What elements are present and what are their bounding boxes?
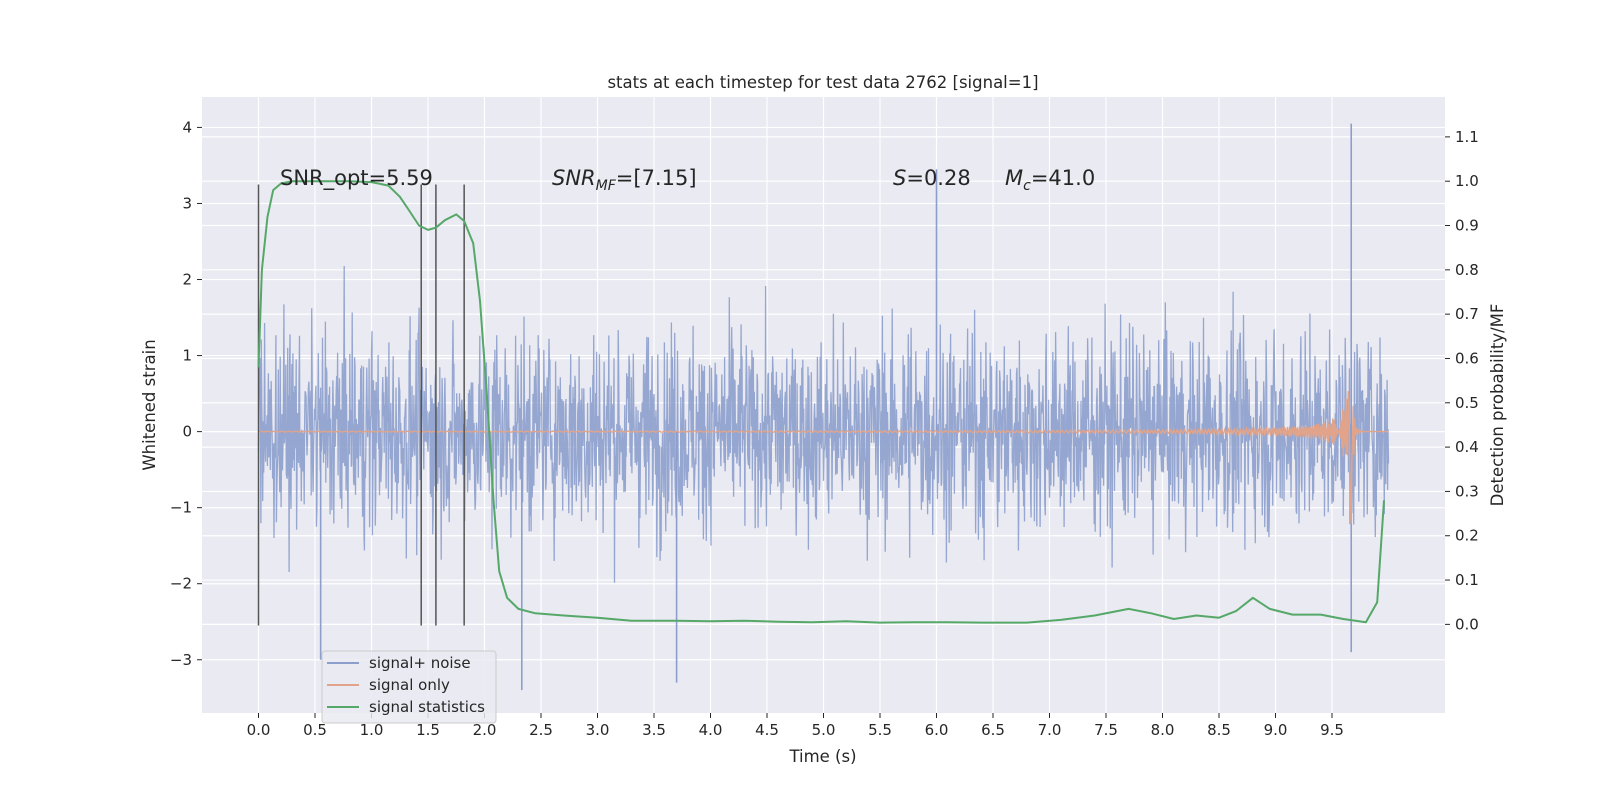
- x-tick-label: 3.0: [586, 721, 610, 739]
- legend: signal+ noise signal only signal statist…: [321, 650, 497, 724]
- x-tick-label: 8.0: [1151, 721, 1175, 739]
- x-tick-label: 7.0: [1038, 721, 1062, 739]
- y-right-tick-label: 0.3: [1455, 482, 1479, 500]
- legend-label-noise: signal+ noise: [369, 654, 471, 672]
- y-right-tick-label: 1.0: [1455, 172, 1479, 190]
- x-tick-label: 4.5: [755, 721, 779, 739]
- x-tick-label: 8.5: [1207, 721, 1231, 739]
- signal-only-series: [258, 391, 1389, 524]
- x-tick-label: 9.0: [1264, 721, 1288, 739]
- x-tick-label: 3.5: [642, 721, 666, 739]
- y-right-tick-label: 0.2: [1455, 527, 1479, 545]
- legend-box: [321, 650, 497, 724]
- x-tick-label: 7.5: [1094, 721, 1118, 739]
- x-tick-label: 5.0: [812, 721, 836, 739]
- annotation-snr-opt: SNR_opt=5.59: [280, 166, 433, 191]
- annotation-mc: Mc=41.0: [1005, 166, 1095, 194]
- annotation-snr-mf: SNRMF=[7.15]: [552, 166, 697, 194]
- x-tick-label: 4.0: [699, 721, 723, 739]
- annotation-s-value: =0.28: [906, 166, 970, 190]
- x-tick-label: 1.0: [360, 721, 384, 739]
- annotation-mc-value: =41.0: [1031, 166, 1095, 190]
- y-tick-label: 4: [182, 118, 192, 136]
- y-axis-label: Whitened strain: [140, 339, 159, 470]
- x-axis-label: Time (s): [788, 747, 856, 766]
- x-tick-label: 6.5: [981, 721, 1005, 739]
- signal-noise-series: [257, 123, 1390, 691]
- x-tick-label: 2.0: [473, 721, 497, 739]
- annotation-mc-main: M: [1005, 166, 1023, 190]
- y-right-tick-label: 0.4: [1455, 438, 1479, 456]
- x-tick-label: 9.5: [1320, 721, 1344, 739]
- annotation-s: S=0.28: [893, 166, 971, 190]
- y-right-tick-label: 0.7: [1455, 305, 1479, 323]
- signal-only-line: [258, 391, 1389, 524]
- y-right-tick-label: 0.0: [1455, 615, 1479, 633]
- y-right-tick-label: 0.5: [1455, 394, 1479, 412]
- legend-label-signal: signal only: [369, 676, 450, 694]
- y-right-tick-label: 0.9: [1455, 217, 1479, 235]
- y-right-tick-label: 1.1: [1455, 128, 1479, 146]
- legend-label-statistics: signal statistics: [369, 698, 485, 716]
- y-tick-label: −1: [170, 499, 192, 517]
- signal-noise-line: [257, 265, 1390, 583]
- y-right-tick-label: 0.1: [1455, 571, 1479, 589]
- x-tick-label: 1.5: [416, 721, 440, 739]
- y-tick-label: −3: [170, 651, 192, 669]
- annotation-s-main: S: [893, 166, 906, 190]
- vertical-markers: [257, 184, 465, 626]
- y-tick-label: 2: [182, 271, 192, 289]
- x-tick-label: 5.5: [868, 721, 892, 739]
- y-right-tick-label: 0.8: [1455, 261, 1479, 279]
- chart-title: stats at each timestep for test data 276…: [607, 73, 1038, 92]
- axis-ticks: 0.0 0.5 1.0 1.5 2.0 2.5 3.0 3.5 4.0 4.5 5.0 5.5 6.0 6…: [170, 118, 1479, 739]
- signal-statistics-series: [257, 180, 1385, 624]
- y-axis-right-label: Detection probability/MF: [1488, 304, 1507, 507]
- annotation-snr-mf-sub: MF: [596, 178, 617, 194]
- y-right-tick-label: 0.6: [1455, 349, 1479, 367]
- x-tick-label: 2.5: [529, 721, 553, 739]
- y-tick-label: −2: [170, 575, 192, 593]
- x-tick-label: 0.5: [303, 721, 327, 739]
- annotation-mc-sub: c: [1023, 178, 1031, 194]
- annotation-snr-mf-main: SNR: [552, 166, 596, 190]
- y-tick-label: 1: [182, 347, 192, 365]
- x-tick-label: 6.0: [925, 721, 949, 739]
- y-tick-label: 0: [182, 423, 192, 441]
- y-tick-label: 3: [182, 194, 192, 212]
- annotation-snr-mf-value: =[7.15]: [616, 166, 697, 190]
- x-tick-label: 0.0: [247, 721, 271, 739]
- signal-statistics-line: [257, 180, 1385, 624]
